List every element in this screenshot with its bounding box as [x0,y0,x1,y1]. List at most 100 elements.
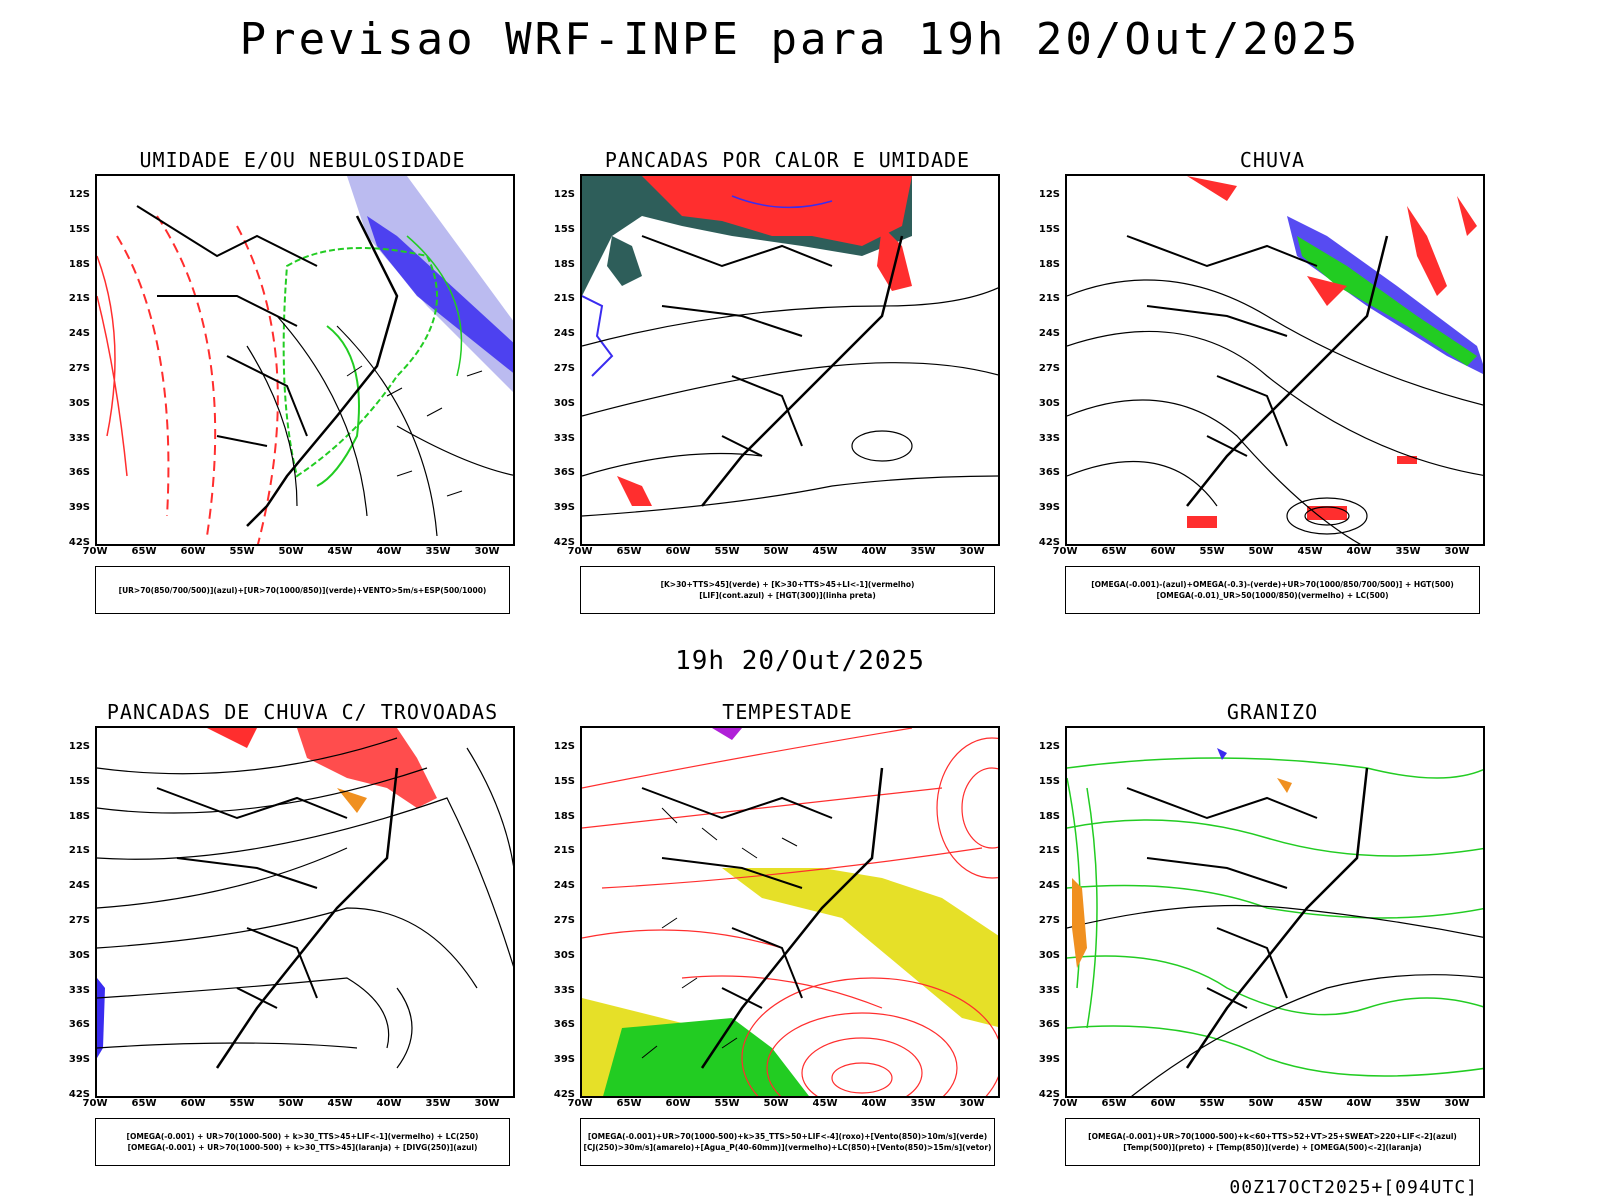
lon-tick-label: 70W [567,1098,593,1109]
lon-tick-label: 30W [1444,1098,1470,1109]
legend-line: [OMEGA(-0.001) + UR>70(1000-500) + k>30_… [127,1143,478,1152]
panel-title: GRANIZO [1226,700,1319,724]
lat-tick-label: 42S [553,1089,575,1100]
borders [1126,235,1318,457]
lat-tick-label: 39S [68,502,90,514]
panel-title: CHUVA [1239,148,1306,172]
lat-tick-label: 24S [553,328,575,340]
thickness-contours [116,215,279,544]
legend-box: [K>30+TTS>45](verde) + [K>30+TTS>45+LI<-… [580,566,995,614]
lon-tick-label: 55W [229,546,255,557]
lon-tick-label: 30W [474,546,500,557]
map-trovoadas[interactable] [95,726,515,1098]
lat-tick-label: 24S [1038,328,1060,340]
lat-tick-label: 39S [553,502,575,514]
legend-line: [LIF](cont.azul) + [HGT(300)](linha pret… [699,591,876,600]
lon-tick-label: 55W [1199,546,1225,557]
precip-water-contours [582,728,983,1009]
lat-tick-label: 21S [68,845,90,857]
lat-tick-label: 12S [1038,189,1060,200]
lon-tick-label: 45W [1297,1098,1323,1109]
lon-tick-label: 60W [1150,546,1176,557]
lat-tick-label: 30S [553,949,575,961]
wind-vectors [346,365,483,497]
lon-tick-label: 70W [82,1098,108,1109]
lon-tick-label: 40W [1346,546,1372,557]
lat-axis: 12S 15S 18S 21S 24S 27S 30S 33S 36S 39S 42S [1020,726,1064,1100]
lat-tick-label: 33S [68,984,90,996]
red-omega-area [1407,206,1447,296]
lon-tick-label: 35W [910,1098,936,1109]
lat-tick-label: 42S [553,537,575,548]
lat-tick-label: 30S [1038,949,1060,961]
lat-tick-label: 12S [553,741,575,752]
lon-tick-label: 50W [763,1098,789,1109]
lon-tick-label: 30W [1444,546,1470,557]
lat-tick-label: 33S [1038,984,1060,996]
panel-trovoadas: PANCADAS DE CHUVA C/ TROVOADAS 12S 15S 18S… [50,700,555,1180]
lat-tick-label: 24S [1038,880,1060,892]
hgt300-contours [582,287,998,517]
lat-tick-label: 21S [553,293,575,305]
lon-tick-label: 65W [1101,1098,1127,1109]
borders [641,235,833,457]
panel-title: PANCADAS POR CALOR E UMIDADE [604,148,971,172]
lat-tick-label: 27S [68,363,90,374]
lon-tick-label: 30W [474,1098,500,1109]
borders [136,205,318,447]
borders [641,787,833,1009]
map-granizo[interactable] [1065,726,1485,1098]
lat-tick-label: 33S [553,432,575,444]
lat-tick-label: 42S [1038,537,1060,548]
lon-tick-label: 55W [714,1098,740,1109]
lat-tick-label: 12S [68,189,90,200]
lat-tick-label: 27S [68,915,90,926]
legend-line: [OMEGA(-0.001)+UR>70(1000-500)+k>35_TTS>… [587,1132,988,1141]
legend-line: [UR>70(850/700/500)](azul)+[UR>70(1000/8… [118,585,487,595]
coastline [1185,767,1369,1069]
panel-chuva: CHUVA 12S 15S 18S 21S 24S 27S 30S 33S 36S 39S 42S … [1020,148,1525,628]
legend-line: [Temp(500)](preto) + [Temp(850)](verde) … [1123,1143,1422,1152]
yellow-jet-area [722,868,998,1027]
lon-axis: 70W 65W 60W 55W 50W 45W 40W 35W 30W [568,546,1000,560]
hgt500-contours [1067,279,1483,544]
panel-pancadas-calor: PANCADAS POR CALOR E UMIDADE 12S 15S 18S 21… [535,148,1040,628]
low-center-contours [741,977,998,1096]
lat-tick-label: 36S [553,467,575,479]
legend-box: [OMEGA(-0.001)+UR>70(1000-500)+k>35_TTS>… [580,1118,995,1166]
lat-tick-label: 15S [1038,775,1060,787]
lat-tick-label: 15S [553,223,575,235]
lat-tick-label: 15S [553,775,575,787]
map-pancadas-calor[interactable] [580,174,1000,546]
lon-tick-label: 30W [959,546,985,557]
lon-tick-label: 40W [861,546,887,557]
map-umidade[interactable] [95,174,515,546]
green-omega-area [1297,236,1477,366]
lat-tick-label: 36S [68,1019,90,1031]
lat-tick-label: 36S [68,467,90,479]
lon-tick-label: 40W [376,546,402,557]
lat-tick-label: 18S [553,258,575,270]
coastline [700,767,884,1069]
lon-tick-label: 35W [1395,1098,1421,1109]
red-thunder-area [297,728,437,808]
lat-tick-label: 30S [68,949,90,961]
lon-tick-label: 40W [376,1098,402,1109]
map-tempestade[interactable] [580,726,1000,1098]
lon-tick-label: 45W [812,1098,838,1109]
lon-tick-label: 65W [131,1098,157,1109]
lif-contours [582,295,614,377]
lat-tick-label: 36S [1038,1019,1060,1031]
blue-humidity-core [367,216,513,373]
lon-tick-label: 35W [1395,546,1421,557]
lon-tick-label: 30W [959,1098,985,1109]
lat-tick-label: 15S [68,223,90,235]
lon-tick-label: 65W [616,1098,642,1109]
lat-tick-label: 18S [1038,810,1060,822]
lat-axis: 12S 15S 18S 21S 24S 27S 30S 33S 36S 39S 42S [535,174,579,548]
run-timestamp: 00Z17OCT2025+[094UTC] [1229,1177,1478,1198]
coastline [701,235,904,507]
lon-tick-label: 55W [1199,1098,1225,1109]
map-chuva[interactable] [1065,174,1485,546]
lon-axis: 70W 65W 60W 55W 50W 45W 40W 35W 30W [568,1098,1000,1112]
